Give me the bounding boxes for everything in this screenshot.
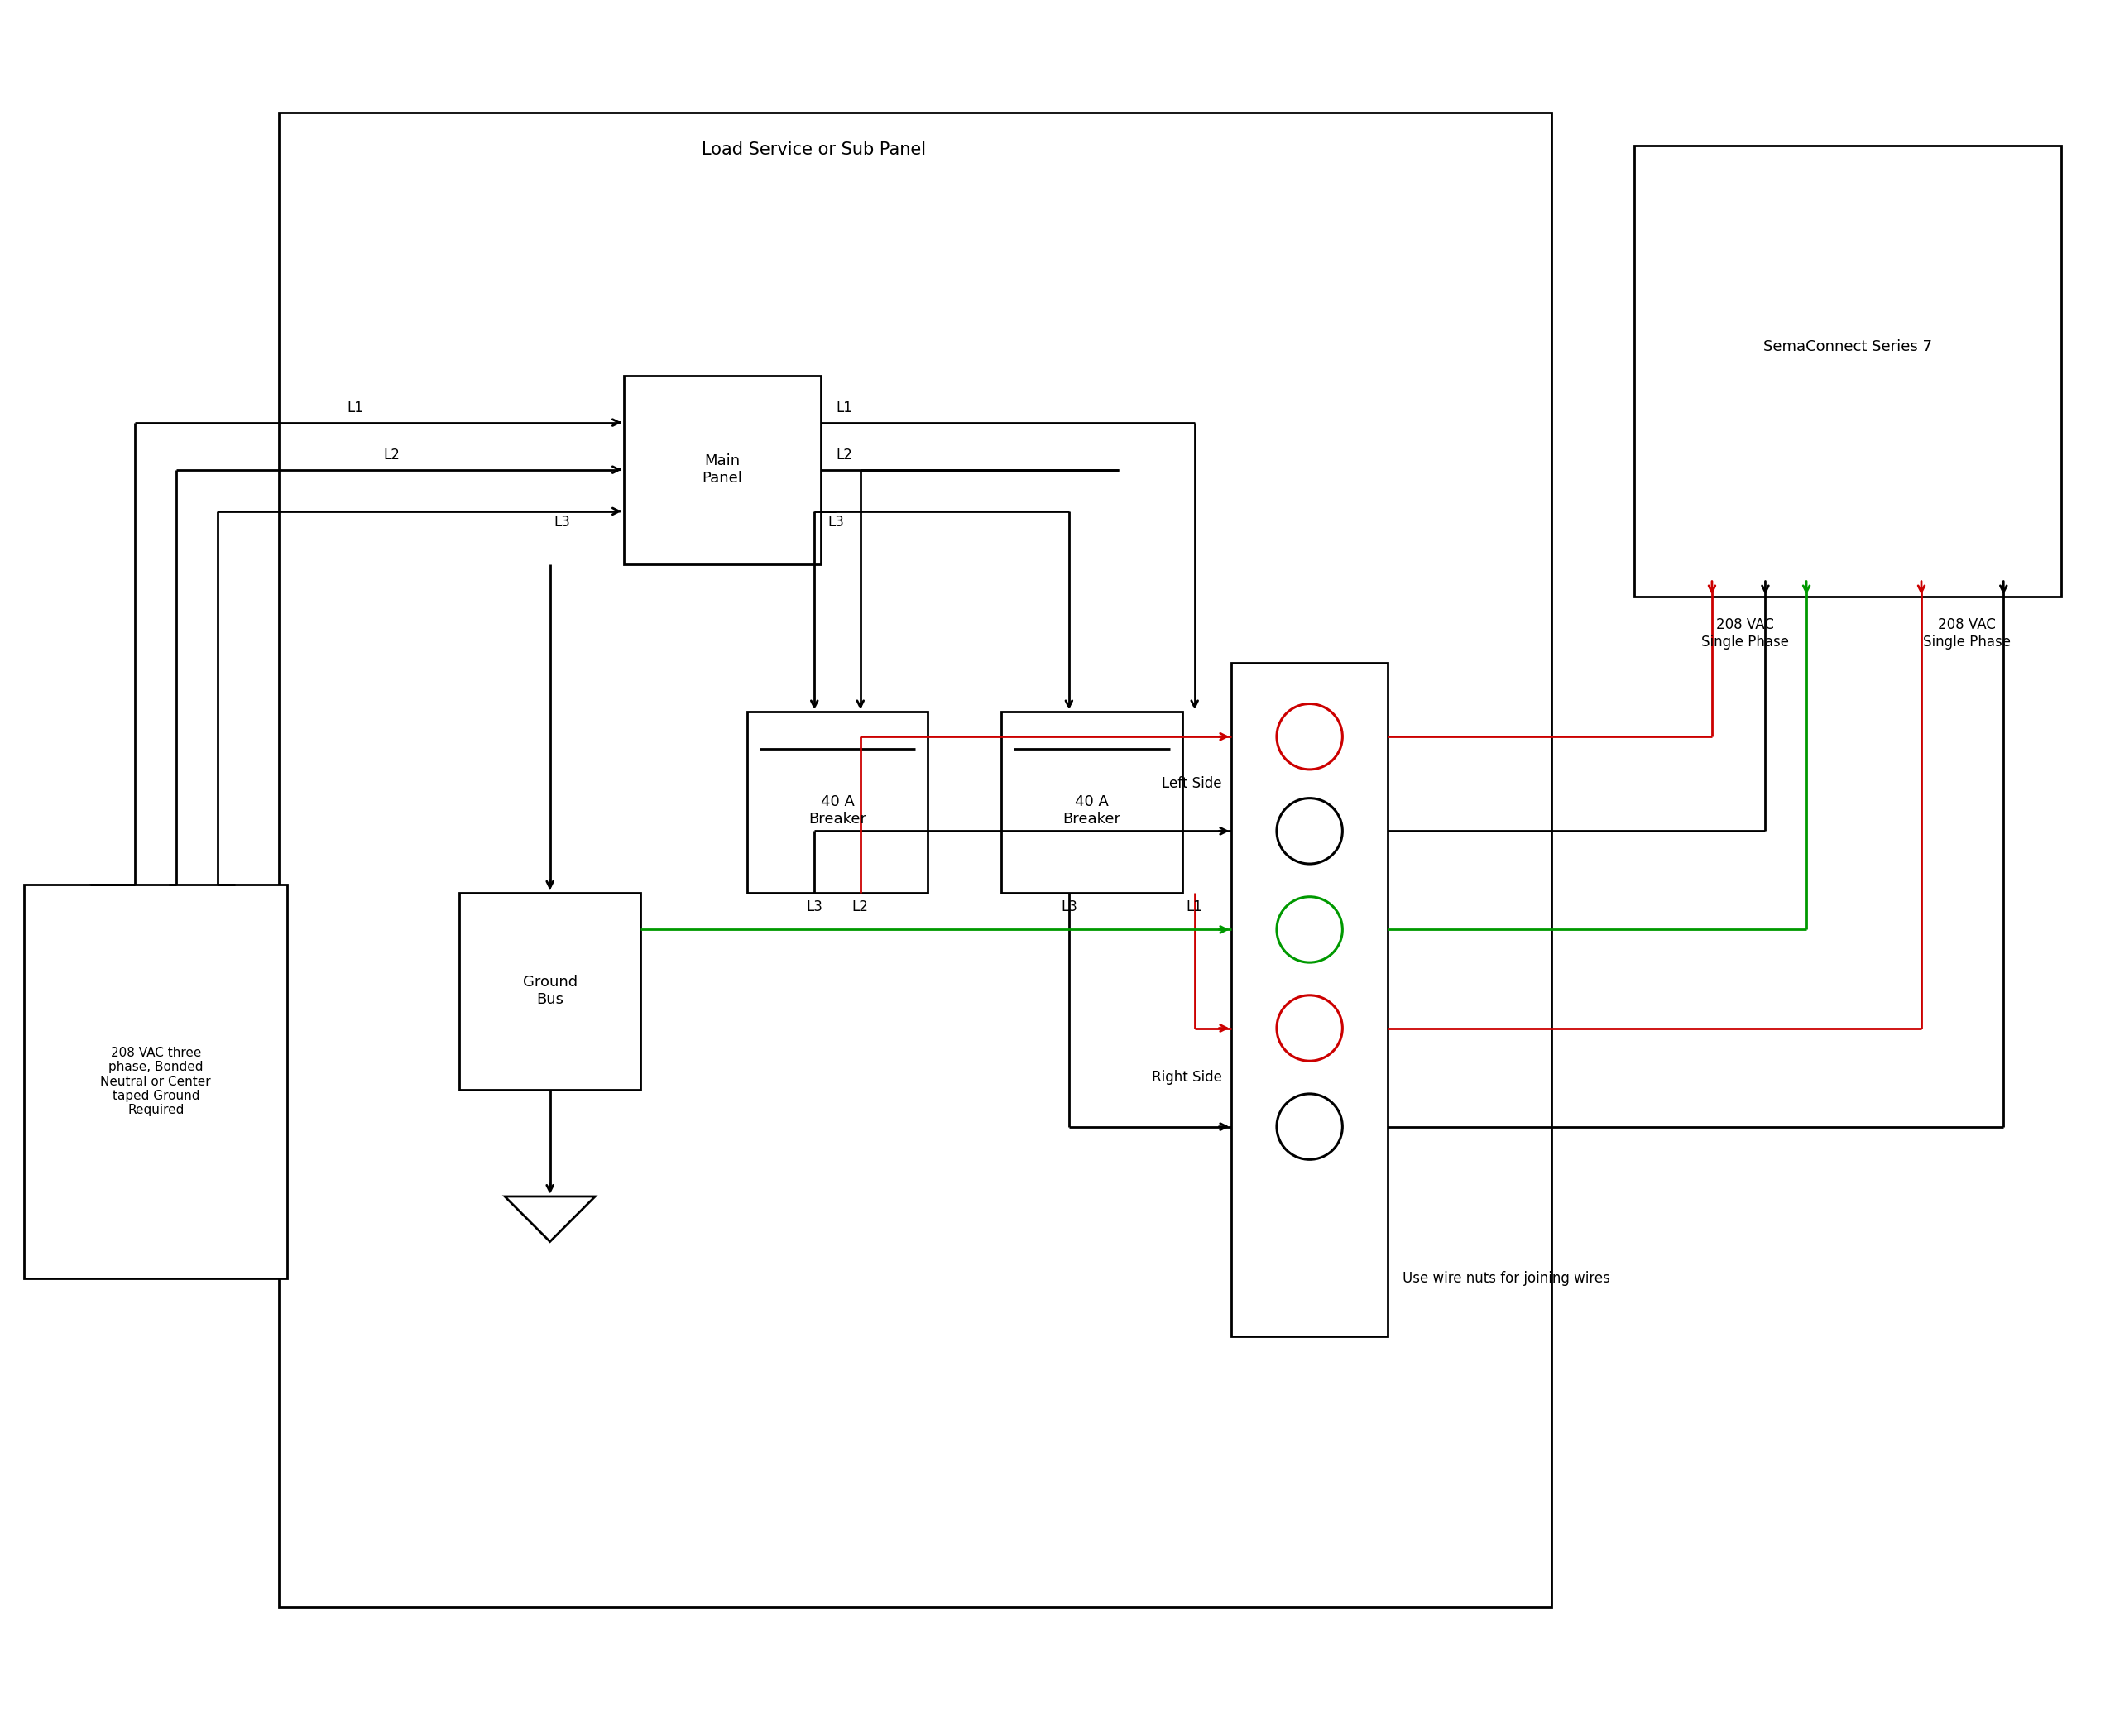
Bar (747, 712, 928, 892)
Text: L1: L1 (836, 401, 852, 415)
Bar (1633, 146, 2061, 597)
Text: Left Side: Left Side (1163, 776, 1222, 792)
Text: L2: L2 (852, 899, 869, 915)
Text: Ground
Bus: Ground Bus (523, 976, 578, 1007)
Text: 208 VAC
Single Phase: 208 VAC Single Phase (1922, 618, 2011, 649)
Circle shape (1277, 703, 1342, 769)
Bar (1232, 663, 1388, 1337)
Text: Main
Panel: Main Panel (703, 453, 743, 486)
Text: L3: L3 (555, 514, 570, 529)
Text: L1: L1 (346, 401, 363, 415)
Text: L2: L2 (836, 448, 852, 462)
Circle shape (1277, 995, 1342, 1061)
Bar (1002, 712, 1182, 892)
Bar (25, 884, 287, 1279)
Bar (625, 375, 821, 564)
Bar (279, 113, 1551, 1608)
Text: 40 A
Breaker: 40 A Breaker (1063, 795, 1120, 826)
Text: L3: L3 (1061, 899, 1078, 915)
Text: L3: L3 (827, 514, 844, 529)
Text: 208 VAC three
phase, Bonded
Neutral or Center
taped Ground
Required: 208 VAC three phase, Bonded Neutral or C… (101, 1047, 211, 1116)
Text: Load Service or Sub Panel: Load Service or Sub Panel (701, 141, 926, 158)
Text: L3: L3 (806, 899, 823, 915)
Text: L2: L2 (384, 448, 401, 462)
Text: Right Side: Right Side (1152, 1069, 1222, 1085)
Circle shape (1277, 799, 1342, 865)
Text: SemaConnect Series 7: SemaConnect Series 7 (1764, 339, 1933, 354)
Text: Use wire nuts for joining wires: Use wire nuts for joining wires (1403, 1271, 1610, 1286)
Text: 40 A
Breaker: 40 A Breaker (808, 795, 867, 826)
Bar (460, 892, 639, 1090)
Text: 208 VAC
Single Phase: 208 VAC Single Phase (1701, 618, 1789, 649)
Circle shape (1277, 898, 1342, 962)
Circle shape (1277, 1094, 1342, 1160)
Text: L1: L1 (1186, 899, 1203, 915)
